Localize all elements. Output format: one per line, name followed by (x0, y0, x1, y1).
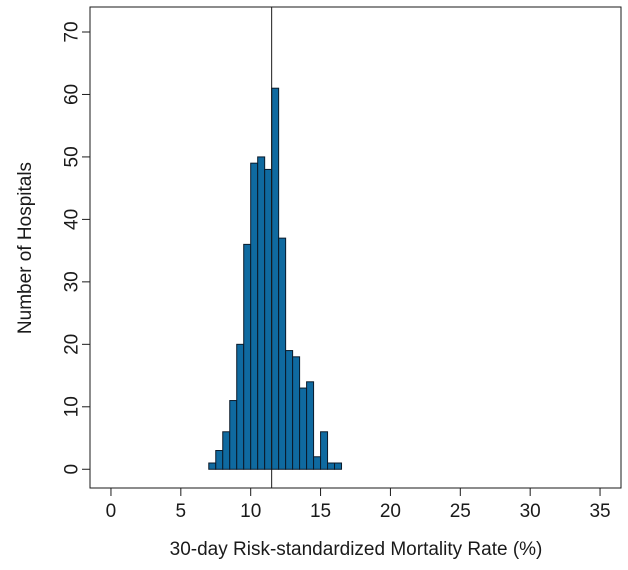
y-tick-label: 30 (62, 271, 83, 292)
histogram-bar-0 (208, 462, 217, 470)
histogram-bar-4 (236, 343, 245, 470)
x-tick-label: 30 (520, 501, 541, 522)
histogram-bar-11 (285, 350, 294, 470)
x-tick-label: 25 (450, 501, 471, 522)
histogram-bar-8 (264, 168, 273, 470)
histogram-bar-12 (292, 356, 301, 470)
y-tick-label: 70 (62, 21, 83, 42)
histogram-bar-10 (278, 237, 287, 470)
histogram-bar-13 (299, 387, 308, 470)
y-tick-label: 40 (62, 209, 83, 230)
bars-layer (208, 87, 343, 470)
y-tick-label: 20 (62, 334, 83, 355)
y-tick-label: 0 (62, 464, 83, 475)
histogram-bar-16 (320, 431, 329, 470)
x-axis-title: 30-day Risk-standardized Mortality Rate … (170, 539, 543, 560)
y-tick-label: 10 (62, 396, 83, 417)
histogram-bar-1 (215, 450, 224, 470)
x-tick-label: 10 (240, 501, 261, 522)
histogram-bar-15 (313, 456, 322, 470)
histogram-bar-18 (334, 462, 343, 470)
histogram-bar-5 (243, 243, 252, 470)
x-tick-label: 35 (589, 501, 610, 522)
histogram-bar-6 (250, 162, 259, 470)
histogram-bar-7 (257, 156, 266, 470)
y-axis: 0 10 20 30 40 50 60 70 (62, 21, 90, 475)
x-axis: 0 5 10 15 20 25 30 35 (106, 488, 611, 522)
x-tick-label: 5 (176, 501, 187, 522)
x-tick-label: 15 (310, 501, 331, 522)
histogram-bar-2 (222, 431, 231, 470)
y-tick-label: 60 (62, 84, 83, 105)
x-tick-label: 20 (380, 501, 401, 522)
histogram-bar-17 (327, 462, 336, 470)
plot-frame (89, 6, 622, 489)
histogram-bar-3 (229, 400, 238, 470)
histogram-bar-14 (306, 381, 315, 470)
histogram-bar-9 (271, 87, 280, 470)
y-tick-label: 50 (62, 146, 83, 167)
x-tick-label: 0 (106, 501, 117, 522)
y-axis-title: Number of Hospitals (15, 162, 36, 334)
